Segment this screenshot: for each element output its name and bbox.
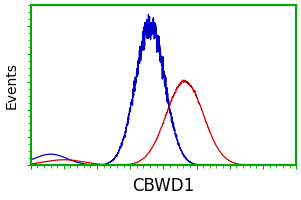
Y-axis label: Events: Events — [5, 62, 19, 109]
X-axis label: CBWD1: CBWD1 — [132, 177, 194, 195]
